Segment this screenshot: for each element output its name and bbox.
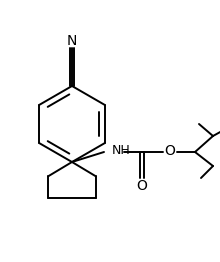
Text: N: N	[67, 34, 77, 48]
Text: O: O	[137, 179, 147, 193]
Text: NH: NH	[112, 145, 131, 157]
Text: O: O	[165, 144, 175, 158]
